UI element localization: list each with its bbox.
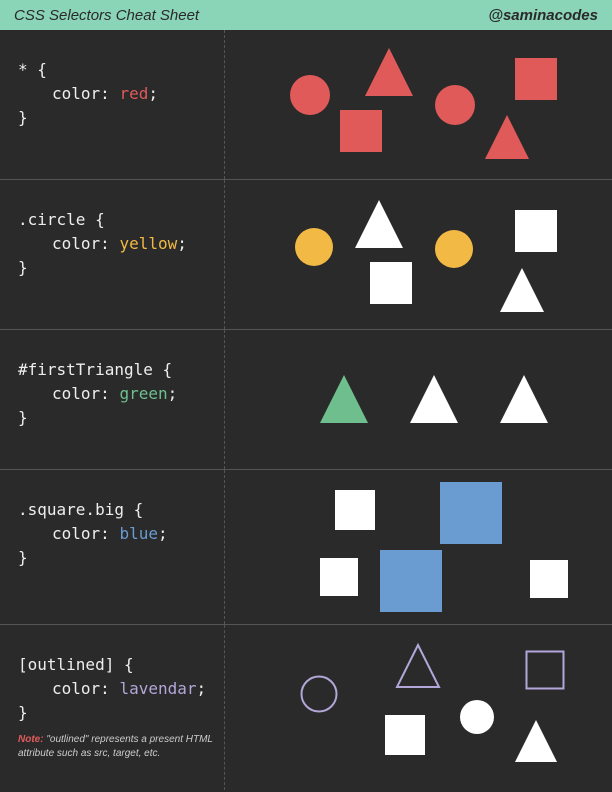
code-close-line: } xyxy=(18,106,224,130)
square-icon xyxy=(525,650,565,695)
code-property-line: color: lavendar; xyxy=(18,677,224,701)
code-close-line: } xyxy=(18,256,224,280)
triangle-icon xyxy=(500,375,548,428)
author-handle: @saminacodes xyxy=(488,7,598,24)
code-column: .square.big {color: blue;} xyxy=(0,470,225,624)
shapes-column xyxy=(225,180,612,329)
square-icon xyxy=(370,262,412,309)
square-icon xyxy=(380,550,442,617)
triangle-icon xyxy=(355,200,403,253)
code-column: #firstTriangle {color: green;} xyxy=(0,330,225,469)
code-selector-line: .square.big { xyxy=(18,498,224,522)
triangle-icon xyxy=(320,375,368,428)
triangle-icon xyxy=(410,375,458,428)
code-selector-line: * { xyxy=(18,58,224,82)
code-close-line: } xyxy=(18,546,224,570)
code-column: * {color: red;} xyxy=(0,30,225,179)
triangle-icon xyxy=(485,115,529,164)
square-icon xyxy=(340,110,382,157)
triangle-icon xyxy=(365,48,413,101)
selector-row: * {color: red;} xyxy=(0,30,612,180)
square-icon xyxy=(515,58,557,105)
note-text: Note: "outlined" represents a present HT… xyxy=(18,733,224,760)
code-close-line: } xyxy=(18,701,224,725)
square-icon xyxy=(385,715,425,760)
square-icon xyxy=(530,560,568,603)
code-column: .circle {color: yellow;} xyxy=(0,180,225,329)
square-icon xyxy=(320,558,358,601)
selector-row: [outlined] {color: lavendar;} Note: "outl… xyxy=(0,625,612,790)
circle-icon xyxy=(300,675,338,718)
page-title: CSS Selectors Cheat Sheet xyxy=(14,7,199,24)
code-close-line: } xyxy=(18,406,224,430)
code-selector-line: #firstTriangle { xyxy=(18,358,224,382)
circle-icon xyxy=(460,700,494,739)
code-property-line: color: blue; xyxy=(18,522,224,546)
selector-row: .square.big {color: blue;} xyxy=(0,470,612,625)
code-column: [outlined] {color: lavendar;} Note: "outl… xyxy=(0,625,225,790)
square-icon xyxy=(335,490,375,535)
code-selector-line: [outlined] { xyxy=(18,653,224,677)
code-property-line: color: red; xyxy=(18,82,224,106)
code-selector-line: .circle { xyxy=(18,208,224,232)
header: CSS Selectors Cheat Sheet @saminacodes xyxy=(0,0,612,30)
triangle-icon xyxy=(500,268,544,317)
square-icon xyxy=(515,210,557,257)
code-property-line: color: yellow; xyxy=(18,232,224,256)
code-property-line: color: green; xyxy=(18,382,224,406)
shapes-column xyxy=(225,625,612,790)
shapes-column xyxy=(225,330,612,469)
rows-container: * {color: red;}.circle {color: yellow;}#… xyxy=(0,30,612,790)
triangle-icon xyxy=(515,720,557,767)
circle-icon xyxy=(290,75,330,120)
circle-icon xyxy=(435,85,475,130)
circle-icon xyxy=(295,228,333,271)
shapes-column xyxy=(225,470,612,624)
selector-row: #firstTriangle {color: green;} xyxy=(0,330,612,470)
triangle-icon xyxy=(395,643,441,694)
shapes-column xyxy=(225,30,612,179)
selector-row: .circle {color: yellow;} xyxy=(0,180,612,330)
circle-icon xyxy=(435,230,473,273)
square-icon xyxy=(440,482,502,549)
